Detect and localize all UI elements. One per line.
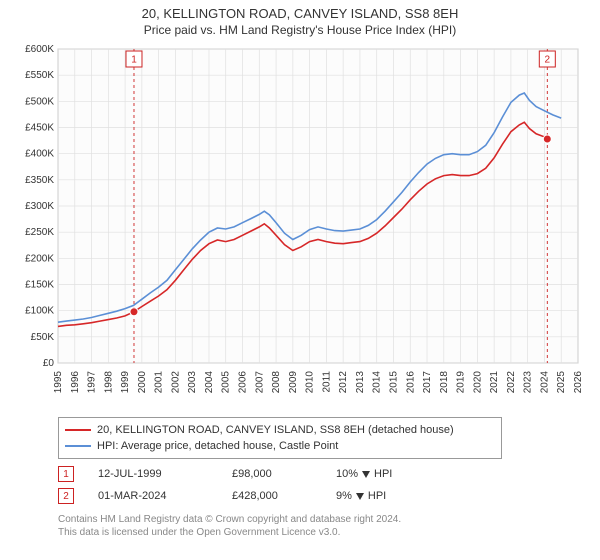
svg-text:2011: 2011 xyxy=(321,371,332,393)
marker-row: 2 01-MAR-2024 £428,000 9% HPI xyxy=(58,485,590,507)
svg-text:£100K: £100K xyxy=(25,306,54,317)
svg-text:2015: 2015 xyxy=(388,371,399,394)
markers-table: 1 12-JUL-1999 £98,000 10% HPI 2 01-MAR-2… xyxy=(58,463,590,507)
svg-text:2020: 2020 xyxy=(472,371,483,394)
legend-item: HPI: Average price, detached house, Cast… xyxy=(65,438,495,454)
svg-text:£150K: £150K xyxy=(25,280,54,291)
svg-text:£300K: £300K xyxy=(25,201,54,212)
svg-text:1999: 1999 xyxy=(120,371,131,394)
arrow-down-icon xyxy=(356,493,364,500)
svg-text:2013: 2013 xyxy=(355,371,366,394)
marker-badge: 1 xyxy=(58,466,74,482)
svg-text:2005: 2005 xyxy=(221,371,232,394)
marker-price: £428,000 xyxy=(232,490,312,502)
legend: 20, KELLINGTON ROAD, CANVEY ISLAND, SS8 … xyxy=(58,417,502,459)
svg-text:£200K: £200K xyxy=(25,253,54,264)
marker-row: 1 12-JUL-1999 £98,000 10% HPI xyxy=(58,463,590,485)
marker-date: 01-MAR-2024 xyxy=(98,490,208,502)
svg-text:2009: 2009 xyxy=(288,371,299,394)
svg-text:2016: 2016 xyxy=(405,371,416,394)
chart-title: 20, KELLINGTON ROAD, CANVEY ISLAND, SS8 … xyxy=(10,6,590,21)
svg-text:2021: 2021 xyxy=(489,371,500,394)
marker-pct: 9% HPI xyxy=(336,490,436,502)
svg-text:2006: 2006 xyxy=(238,371,249,394)
svg-text:2017: 2017 xyxy=(422,371,433,394)
svg-text:£350K: £350K xyxy=(25,175,54,186)
legend-label: 20, KELLINGTON ROAD, CANVEY ISLAND, SS8 … xyxy=(97,424,454,436)
marker-pct: 10% HPI xyxy=(336,468,436,480)
svg-text:2019: 2019 xyxy=(456,371,467,394)
chart-subtitle: Price paid vs. HM Land Registry's House … xyxy=(10,23,590,37)
attribution: Contains HM Land Registry data © Crown c… xyxy=(58,513,590,539)
marker-badge: 2 xyxy=(58,488,74,504)
svg-text:2008: 2008 xyxy=(271,371,282,394)
svg-text:2022: 2022 xyxy=(506,371,517,394)
svg-text:2007: 2007 xyxy=(254,371,265,394)
svg-text:1998: 1998 xyxy=(103,371,114,394)
svg-text:1997: 1997 xyxy=(87,371,98,394)
svg-text:1996: 1996 xyxy=(70,371,81,394)
arrow-down-icon xyxy=(362,471,370,478)
chart: £0 £50K £100K £150K £200K £250K £300K £350K £400… xyxy=(10,41,590,411)
svg-text:2001: 2001 xyxy=(154,371,165,394)
svg-text:2000: 2000 xyxy=(137,371,148,394)
svg-text:2003: 2003 xyxy=(187,371,198,394)
marker-date: 12-JUL-1999 xyxy=(98,468,208,480)
svg-text:£550K: £550K xyxy=(25,70,54,81)
svg-text:2010: 2010 xyxy=(305,371,316,394)
svg-text:2012: 2012 xyxy=(338,371,349,394)
svg-text:£50K: £50K xyxy=(31,332,55,343)
legend-label: HPI: Average price, detached house, Cast… xyxy=(97,440,338,452)
svg-text:2026: 2026 xyxy=(573,371,584,394)
svg-text:2004: 2004 xyxy=(204,371,215,394)
svg-text:£0: £0 xyxy=(43,358,55,369)
marker-price: £98,000 xyxy=(232,468,312,480)
svg-text:£450K: £450K xyxy=(25,123,54,134)
svg-text:£600K: £600K xyxy=(25,44,54,55)
svg-text:1: 1 xyxy=(131,55,137,66)
legend-swatch xyxy=(65,445,91,447)
svg-text:£400K: £400K xyxy=(25,149,54,160)
svg-text:2002: 2002 xyxy=(170,371,181,394)
svg-text:£500K: £500K xyxy=(25,96,54,107)
svg-text:1995: 1995 xyxy=(53,371,64,394)
svg-text:2025: 2025 xyxy=(556,371,567,394)
svg-text:£250K: £250K xyxy=(25,227,54,238)
svg-text:2: 2 xyxy=(545,55,551,66)
svg-text:2018: 2018 xyxy=(439,371,450,394)
svg-text:2024: 2024 xyxy=(539,371,550,394)
svg-text:2014: 2014 xyxy=(372,371,383,394)
legend-swatch xyxy=(65,429,91,431)
legend-item: 20, KELLINGTON ROAD, CANVEY ISLAND, SS8 … xyxy=(65,422,495,438)
svg-text:2023: 2023 xyxy=(523,371,534,394)
